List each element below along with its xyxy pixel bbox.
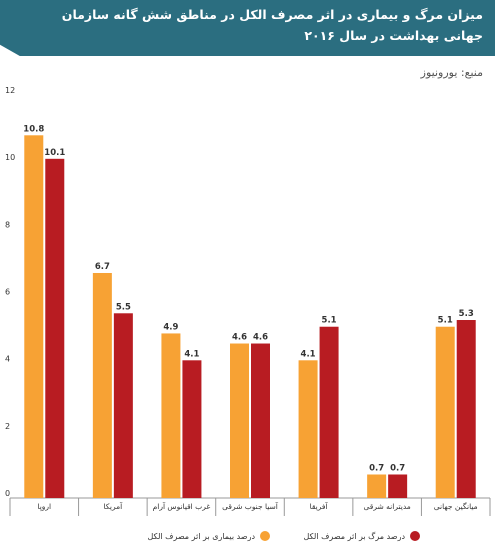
legend-item-death: درصد مرگ بر اثر مصرف الکل <box>303 531 420 541</box>
y-tick-label: 2 <box>5 422 10 431</box>
legend-label-death: درصد مرگ بر اثر مصرف الکل <box>303 531 405 541</box>
y-tick-label: 0 <box>5 489 10 498</box>
data-label: 6.7 <box>95 262 110 272</box>
legend-label-disease: درصد بیماری بر اثر مصرف الکل <box>147 531 255 541</box>
data-label: 5.1 <box>438 316 453 326</box>
data-label: 5.5 <box>116 302 131 312</box>
bar-death <box>456 320 476 498</box>
data-label: 5.3 <box>459 309 474 319</box>
y-tick-label: 12 <box>5 86 15 95</box>
bar-disease <box>161 333 181 498</box>
bar-disease <box>230 343 249 498</box>
legend-swatch-death <box>410 531 420 541</box>
chart-title: میزان مرگ و بیماری در اثر مصرف الکل در م… <box>61 7 483 43</box>
data-label: 5.1 <box>322 316 337 326</box>
x-category-label: غرب اقیانوس آرام <box>153 501 211 511</box>
data-label: 4.6 <box>253 333 268 343</box>
bar-disease <box>24 135 44 499</box>
data-label: 4.1 <box>301 349 316 359</box>
source-label: منبع: یورونیوز <box>420 66 483 79</box>
y-tick-label: 4 <box>5 355 10 364</box>
x-category-label: آسیا جنوب شرقی <box>222 501 279 511</box>
bar-disease <box>298 360 318 498</box>
bar-death <box>45 158 65 498</box>
y-tick-label: 6 <box>5 288 10 297</box>
bar-death <box>251 343 270 498</box>
data-label: 0.7 <box>369 463 384 473</box>
bar-disease <box>435 326 455 498</box>
bar-disease <box>367 474 387 498</box>
data-label: 10.8 <box>23 124 44 134</box>
title-banner <box>0 0 495 56</box>
legend-item-disease: درصد بیماری بر اثر مصرف الکل <box>147 531 270 541</box>
x-category-label: میانگین جهانی <box>434 502 478 511</box>
bar-death <box>182 360 202 498</box>
data-label: 4.6 <box>232 333 247 343</box>
x-category-label: آمریکا <box>103 501 123 511</box>
data-label: 4.1 <box>184 349 199 359</box>
bar-death <box>113 313 133 498</box>
data-label: 4.9 <box>163 322 178 332</box>
x-category-label: مدیترانه شرقی <box>364 502 411 511</box>
bar-disease <box>92 272 112 498</box>
x-category-label: اروپا <box>37 502 51 511</box>
x-category-label: آفریقا <box>310 501 329 511</box>
data-label: 10.1 <box>44 148 65 158</box>
legend: درصد بیماری بر اثر مصرف الکل درصد مرگ بر… <box>120 528 420 548</box>
data-label: 0.7 <box>390 463 405 473</box>
y-tick-label: 10 <box>5 153 15 162</box>
y-tick-label: 8 <box>5 220 10 229</box>
legend-swatch-disease <box>260 531 270 541</box>
bar-death <box>388 474 408 498</box>
bar-death <box>319 326 339 498</box>
